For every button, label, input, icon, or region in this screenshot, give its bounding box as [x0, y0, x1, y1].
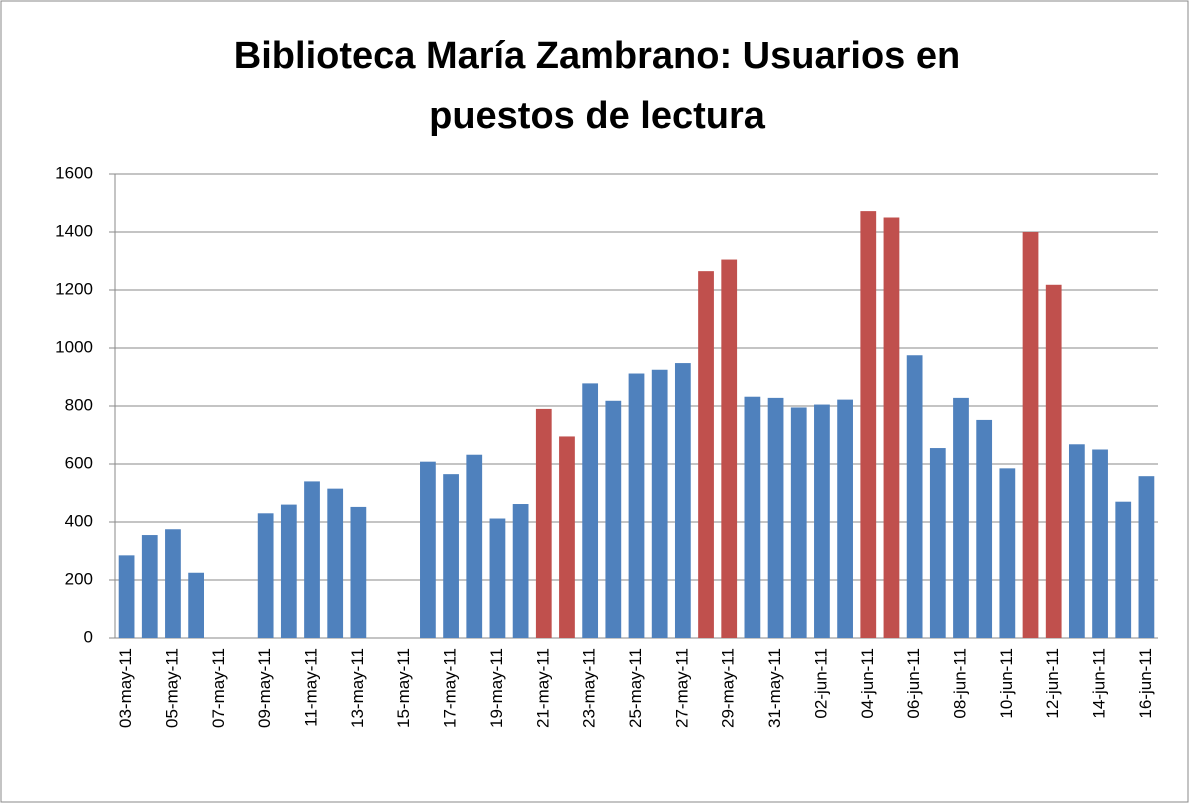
bar: [327, 488, 344, 638]
bar: [1115, 501, 1132, 638]
y-tick-label: 1200: [55, 279, 93, 298]
bar: [165, 529, 181, 638]
x-tick-label: 16-jun-11: [1136, 648, 1155, 719]
bar: [605, 400, 622, 638]
x-tick-label: 05-may-11: [162, 648, 181, 728]
x-tick-label: 27-may-11: [672, 648, 691, 728]
bar: [1068, 444, 1085, 638]
bar: [860, 211, 877, 638]
bar: [582, 383, 599, 638]
y-tick-label: 0: [84, 627, 93, 646]
x-tick-label: 29-may-11: [719, 648, 738, 728]
x-tick-label: 14-jun-11: [1090, 648, 1109, 719]
bar: [280, 504, 297, 638]
bar: [350, 506, 367, 638]
bar: [489, 518, 506, 638]
x-tick-label: 09-may-11: [255, 648, 274, 728]
bar: [188, 572, 205, 638]
bar: [767, 397, 784, 638]
x-tick-label: 19-may-11: [487, 648, 506, 728]
x-tick-label: 31-may-11: [765, 648, 784, 728]
bar: [1022, 232, 1039, 638]
bar: [744, 396, 761, 638]
x-tick-label: 06-jun-11: [904, 648, 923, 719]
chart-title: Biblioteca María Zambrano: Usuarios en: [234, 35, 960, 77]
x-tick-label: 04-jun-11: [858, 648, 877, 719]
bar: [420, 461, 436, 638]
bar: [118, 555, 135, 638]
bar: [883, 217, 900, 638]
bar: [837, 399, 853, 638]
bar: [651, 369, 668, 638]
y-tick-label: 1600: [55, 163, 93, 182]
y-tick-label: 800: [65, 395, 93, 414]
bar: [953, 397, 969, 638]
bar: [721, 259, 738, 638]
y-tick-label: 200: [65, 569, 93, 588]
x-tick-label: 07-may-11: [209, 648, 228, 728]
bar: [304, 481, 320, 638]
bar: [628, 373, 645, 638]
bar: [443, 474, 459, 638]
bar: [906, 355, 923, 638]
x-tick-label: 17-may-11: [441, 648, 460, 728]
y-tick-label: 600: [65, 453, 93, 472]
x-tick-label: 02-jun-11: [811, 648, 830, 719]
bar: [1045, 284, 1062, 638]
bar: [999, 468, 1016, 638]
y-tick-label: 400: [65, 511, 93, 530]
x-tick-label: 25-may-11: [626, 648, 645, 728]
x-tick-label: 11-may-11: [301, 648, 320, 727]
x-tick-label: 08-jun-11: [950, 648, 969, 719]
bar: [1092, 449, 1108, 638]
x-tick-label: 12-jun-11: [1043, 648, 1062, 719]
chart-title: puestos de lectura: [429, 95, 766, 137]
bar: [466, 454, 483, 638]
bar: [814, 404, 830, 638]
bar: [790, 407, 807, 638]
x-tick-label: 15-may-11: [394, 648, 413, 728]
bar: [141, 535, 158, 638]
bar: [674, 363, 691, 638]
bar: [929, 448, 946, 638]
bar: [512, 504, 529, 638]
bar: [976, 419, 993, 638]
bar: [559, 436, 575, 638]
y-tick-label: 1400: [55, 221, 93, 240]
x-tick-label: 21-may-11: [533, 648, 552, 728]
x-tick-label: 13-may-11: [348, 648, 367, 728]
x-tick-label: 03-may-11: [116, 648, 135, 728]
bar: [535, 408, 552, 638]
bar: [698, 271, 714, 638]
x-tick-label: 10-jun-11: [997, 648, 1016, 719]
y-tick-label: 1000: [55, 337, 93, 356]
bar: [1138, 476, 1155, 638]
x-tick-label: 23-may-11: [580, 648, 599, 728]
bar: [257, 513, 274, 638]
